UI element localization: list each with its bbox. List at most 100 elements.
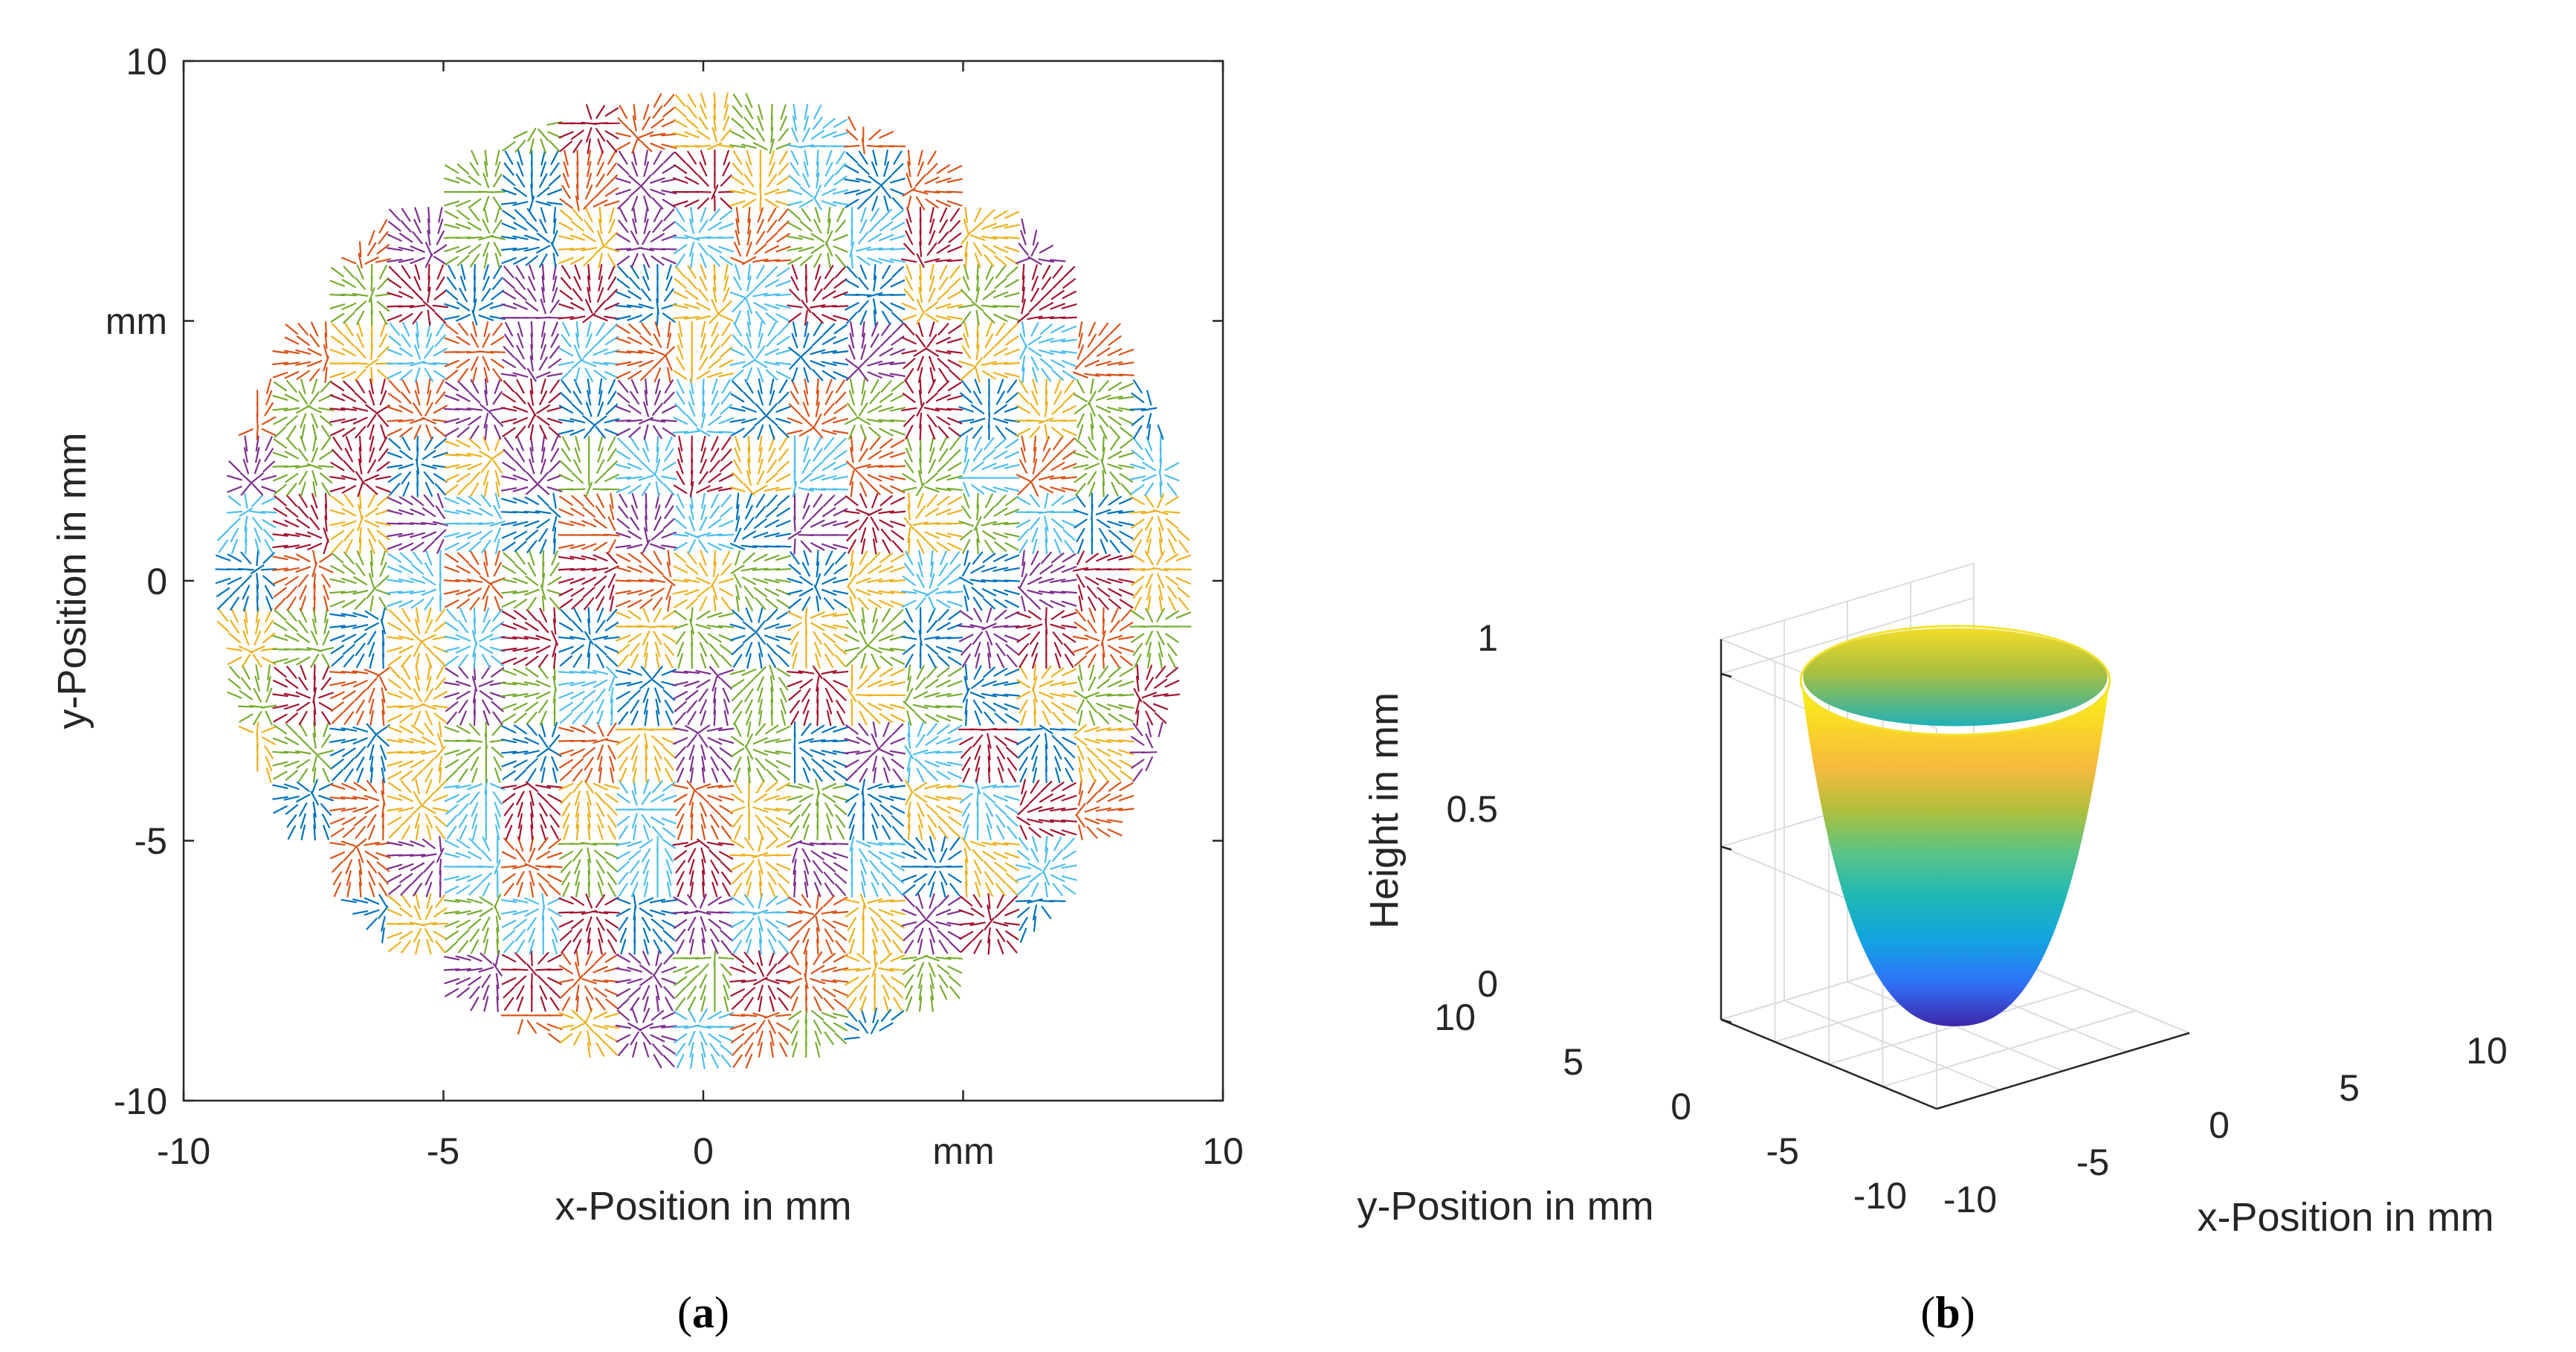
- vector-arrow: [296, 701, 311, 712]
- vector-patch: [329, 838, 392, 898]
- vector-arrow: [573, 939, 581, 955]
- vector-arrow: [604, 1025, 620, 1029]
- vector-arrow: [1039, 828, 1054, 837]
- vector-arrow: [804, 950, 807, 967]
- vector-arrow: [765, 918, 779, 930]
- vector-arrow: [720, 814, 732, 827]
- vector-arrow: [891, 1010, 905, 1021]
- vector-arrow: [340, 727, 358, 732]
- vector-arrow: [433, 712, 448, 724]
- vector-arrow: [539, 710, 547, 726]
- vector-arrow: [425, 710, 433, 726]
- vector-arrow: [914, 906, 926, 919]
- vector-arrow: [630, 1031, 639, 1046]
- vector-patch: [729, 950, 792, 1012]
- vector-arrow: [823, 895, 836, 907]
- vector-arrow: [868, 850, 882, 860]
- vector-arrow: [946, 750, 963, 754]
- vector-arrow: [538, 952, 549, 965]
- vector-arrow: [333, 882, 342, 898]
- vector-arrow: [821, 793, 836, 803]
- vector-arrow: [1004, 805, 1019, 814]
- vector-arrow: [529, 881, 535, 898]
- vector-arrow: [706, 727, 723, 733]
- vector-arrow: [699, 699, 708, 715]
- vector-arrow: [421, 750, 437, 756]
- vector-arrow: [439, 858, 442, 875]
- vector-arrow: [1004, 930, 1019, 941]
- vector-arrow: [1004, 862, 1019, 872]
- vector-arrow: [960, 895, 973, 907]
- vector-arrow: [616, 736, 631, 746]
- vector-arrow: [834, 883, 847, 896]
- vector-arrow: [242, 665, 251, 680]
- vector-arrow: [266, 675, 271, 692]
- vector-arrow: [812, 768, 823, 782]
- vector-arrow: [832, 843, 849, 846]
- vector-arrow: [662, 827, 676, 838]
- vector-patch: [500, 664, 557, 727]
- vector-arrow: [355, 746, 367, 759]
- vector-arrow: [674, 850, 688, 861]
- vector-arrow: [733, 722, 742, 737]
- vector-arrow: [633, 824, 637, 841]
- vector-arrow: [311, 779, 318, 795]
- vector-arrow: [675, 860, 686, 874]
- vector-arrow: [949, 985, 961, 999]
- vector-arrow: [559, 701, 573, 712]
- vector-arrow: [285, 678, 299, 689]
- vector-arrow: [1019, 927, 1027, 943]
- vector-arrow: [300, 813, 306, 829]
- vector-arrow: [711, 939, 719, 955]
- vector-arrow: [517, 802, 523, 818]
- vector-arrow: [516, 791, 525, 805]
- vector-arrow: [661, 794, 677, 802]
- vector-arrow: [323, 721, 329, 738]
- vector-arrow: [628, 849, 642, 861]
- vector-arrow: [618, 917, 628, 931]
- vector-arrow: [777, 872, 790, 884]
- vector-arrow: [723, 709, 729, 727]
- vector-arrow: [513, 759, 528, 768]
- vector-arrow: [517, 1019, 523, 1035]
- vector-arrow: [766, 769, 778, 782]
- vector-arrow: [640, 666, 652, 679]
- vector-arrow: [816, 939, 819, 955]
- vector-arrow: [628, 987, 642, 999]
- vector-arrow: [425, 813, 433, 828]
- vector-arrow: [777, 952, 790, 965]
- vector-arrow: [627, 680, 643, 686]
- vector-arrow: [1078, 824, 1083, 840]
- vector-arrow: [672, 966, 688, 973]
- vector-arrow: [862, 904, 865, 921]
- vector-arrow: [832, 967, 849, 973]
- vector-arrow: [1053, 836, 1062, 852]
- vector-patch: [904, 779, 963, 841]
- vector-arrow: [641, 791, 651, 805]
- vector-arrow: [881, 882, 891, 897]
- vector-arrow: [651, 1010, 665, 1021]
- vector-arrow: [340, 738, 357, 744]
- vector-arrow: [456, 758, 470, 770]
- vector-arrow: [1088, 779, 1097, 794]
- vector-arrow: [558, 851, 574, 860]
- vector-arrow: [1074, 724, 1088, 735]
- vector-arrow: [1129, 408, 1146, 411]
- vector-arrow: [587, 927, 592, 944]
- vector-arrow: [862, 801, 865, 818]
- vector-arrow: [478, 680, 494, 688]
- vector-arrow: [1097, 758, 1110, 770]
- vector-arrow: [816, 550, 819, 567]
- vector-arrow: [1031, 836, 1039, 852]
- vector-arrow: [709, 1043, 720, 1057]
- vector-arrow: [569, 748, 585, 756]
- vector-arrow: [700, 985, 707, 1001]
- vector-arrow: [674, 918, 688, 929]
- vector-arrow: [1086, 825, 1098, 839]
- vector-arrow: [675, 802, 686, 817]
- vector-arrow: [530, 813, 534, 829]
- vector-patch: [1016, 779, 1077, 840]
- vector-arrow: [652, 825, 663, 839]
- vector-arrow: [780, 698, 787, 715]
